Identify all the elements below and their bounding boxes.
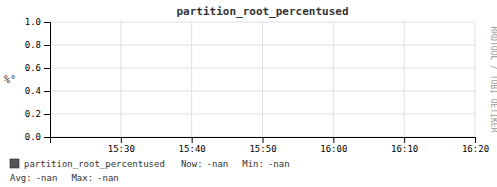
- watermark: RRDTOOL / TOBI OETIKER: [489, 27, 497, 133]
- legend-entry: partition_root_percentused: [24, 159, 165, 169]
- y-tick: 0.0: [25, 132, 50, 142]
- x-axis: 15:30 15:40 15:50 16:00 16:10 16:20: [51, 137, 490, 154]
- legend-stat-label: Now:: [181, 159, 203, 169]
- legend-stat-value: -nan: [36, 173, 58, 183]
- x-tick: 16:20: [462, 137, 489, 154]
- grid-line: [50, 22, 475, 23]
- title: partition_root_percentused: [176, 5, 348, 18]
- grid-line: [475, 22, 476, 137]
- legend: partition_root_percentused Now: -nan Min: -n…: [10, 159, 290, 183]
- tick-mark: [44, 91, 50, 92]
- tick-mark: [333, 137, 334, 143]
- tick-mark: [44, 68, 50, 69]
- y-tick: 1.0: [25, 17, 50, 27]
- y-tick: 0.2: [25, 109, 50, 119]
- x-tick: 16:00: [320, 137, 347, 154]
- tick-mark: [44, 22, 50, 23]
- tick-label: 0.6: [25, 63, 41, 73]
- tick-label: 16:00: [320, 144, 347, 154]
- legend-stat-value: -nan: [268, 159, 290, 169]
- tick-mark: [44, 114, 50, 115]
- grid-line: [404, 22, 405, 137]
- tick-label: 0.2: [25, 109, 41, 119]
- legend-stat-label: Min:: [242, 159, 264, 169]
- legend-stat-value: -nan: [97, 173, 119, 183]
- y-tick: 0.4: [25, 86, 50, 96]
- grid-line: [50, 91, 475, 92]
- tick-mark: [263, 137, 264, 143]
- x-tick: 15:40: [179, 137, 206, 154]
- legend-stat-label: Max:: [71, 173, 93, 183]
- tick-label: 0.8: [25, 40, 41, 50]
- legend-stat-value: -nan: [207, 159, 229, 169]
- tick-label: 15:30: [108, 144, 135, 154]
- y-tick: 0.8: [25, 40, 50, 50]
- y-axis: 0.0 0.2 0.4 0.6 0.8 1.0: [25, 17, 51, 142]
- grid-line: [50, 45, 475, 46]
- x-tick: 15:50: [249, 137, 276, 154]
- grid-line: [191, 22, 192, 137]
- tick-label: 15:40: [179, 144, 206, 154]
- tick-label: 1.0: [25, 17, 41, 27]
- grid-line: [333, 22, 334, 137]
- axis-line: [51, 138, 476, 144]
- tick-mark: [44, 45, 50, 46]
- grid: [50, 22, 475, 137]
- legend-swatch: [10, 159, 19, 168]
- grid-line: [50, 68, 475, 69]
- grid-line: [262, 22, 263, 137]
- tick-label: 0.0: [25, 132, 41, 142]
- chart: 15:3015:4015:5016:0016:1016:200.00.20.40…: [0, 0, 497, 187]
- legend-stat-label: Avg:: [10, 173, 32, 183]
- tick-label: 16:10: [391, 144, 418, 154]
- tick-mark: [121, 137, 122, 143]
- y-tick: 0.6: [25, 63, 50, 73]
- tick-label: 15:50: [249, 144, 276, 154]
- tick-label: 0.4: [25, 86, 41, 96]
- grid-line: [50, 114, 475, 115]
- tick-mark: [475, 137, 476, 143]
- tick-label: 16:20: [462, 144, 489, 154]
- tick-mark: [404, 137, 405, 143]
- grid-line: [120, 22, 121, 137]
- y-axis-label: %°: [4, 74, 16, 85]
- plot: 15:3015:4015:5016:0016:1016:200.00.20.40…: [25, 17, 489, 154]
- x-tick: 15:30: [108, 137, 135, 154]
- axis-line: [44, 23, 51, 138]
- x-tick: 16:10: [391, 137, 418, 154]
- tick-mark: [192, 137, 193, 143]
- tick-mark: [44, 137, 50, 138]
